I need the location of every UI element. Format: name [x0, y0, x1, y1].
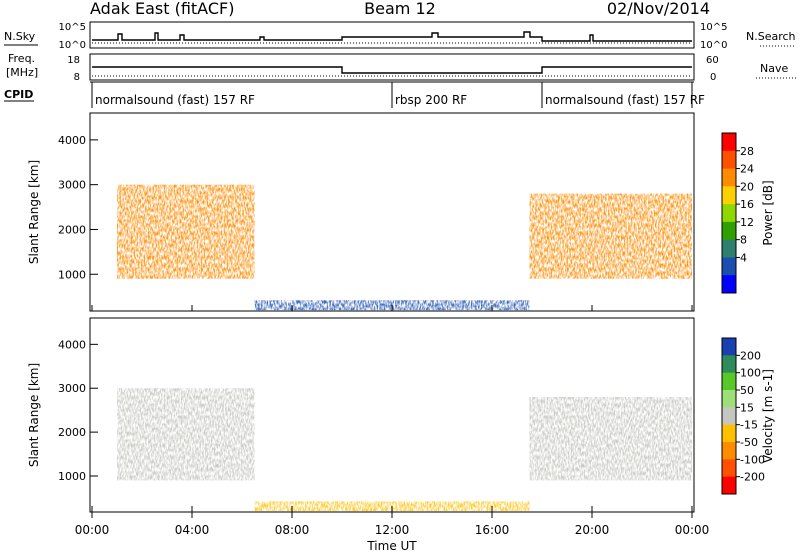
- colorbar-swatch: [722, 476, 736, 495]
- colorbar-swatch: [722, 442, 736, 460]
- nave-tick-top: 60: [706, 55, 719, 66]
- colorbar-swatch: [722, 275, 736, 294]
- echo-region: [117, 184, 255, 279]
- nsearch-label: N.Search: [746, 30, 796, 43]
- colorbar-tick-label: -200: [740, 471, 765, 484]
- colorbar-swatch: [722, 168, 736, 187]
- y-tick-label: 4000: [58, 338, 86, 351]
- x-tick-label: 08:00: [275, 523, 310, 537]
- colorbar-swatch: [722, 355, 736, 374]
- y-tick-label: 2000: [58, 223, 86, 236]
- nave-label: Nave: [760, 62, 788, 75]
- colorbar-swatch: [722, 390, 736, 408]
- y-axis-label: Slant Range [km]: [27, 363, 41, 467]
- station-title: Adak East (fitACF): [90, 0, 234, 18]
- cpid-segment-label: normalsound (fast) 157 RF: [95, 93, 255, 107]
- y-axis-label: Slant Range [km]: [27, 160, 41, 264]
- colorbar-swatch: [722, 150, 736, 170]
- velocity-colorbar: 200 100 50 15 -15 -50 -100 -200 Velocity [m s-1]: [721, 337, 775, 495]
- x-tick-label: 04:00: [175, 523, 210, 537]
- nsearch-tick-bottom: 10^0: [700, 40, 727, 51]
- cpid-label: CPID: [4, 88, 33, 101]
- y-tick-label: 3000: [58, 382, 86, 395]
- x-tick-label: 16:00: [475, 523, 510, 537]
- colorbar-tick-label: -100: [740, 453, 765, 466]
- cpid-segment-label: rbsp 200 RF: [395, 93, 467, 107]
- colorbar-swatch: [722, 407, 736, 426]
- freq-panel: Freq. [MHz] 18 8 60 0 Nave: [6, 52, 796, 83]
- beam-title: Beam 12: [364, 0, 436, 18]
- y-tick-label: 2000: [58, 426, 86, 439]
- x-tick-label: 20:00: [575, 523, 610, 537]
- colorbar-swatch: [722, 186, 736, 205]
- colorbar-swatch: [722, 372, 736, 391]
- colorbar-swatch: [722, 424, 736, 443]
- power-colorbar: 28 24 20 16 12 8 4 Power [dB]: [721, 132, 775, 294]
- freq-tick-bottom: 8: [74, 72, 80, 83]
- colorbar-tick-label: 28: [740, 145, 754, 158]
- colorbar-swatch: [722, 239, 736, 258]
- colorbar-tick-label: 20: [740, 180, 754, 193]
- y-tick-label: 3000: [58, 179, 86, 192]
- freq-trace: [92, 66, 692, 74]
- colorbar-tick-label: 12: [740, 216, 754, 229]
- colorbar-tick-label: 4: [740, 251, 747, 264]
- x-tick-label: 00:00: [675, 523, 710, 537]
- colorbar-tick-label: 200: [740, 349, 761, 362]
- y-tick-label: 1000: [58, 470, 86, 483]
- nave-tick-bottom: 0: [710, 72, 716, 83]
- colorbar-swatch: [722, 338, 736, 356]
- nsky-label: N.Sky: [4, 30, 36, 43]
- freq-label-1: Freq.: [8, 52, 35, 65]
- colorbar-swatch: [722, 204, 736, 223]
- nsky-tick-top: 10^5: [59, 22, 86, 33]
- power-panel: 1000 2000 3000 4000 Slant Range [km] 28 24 20 16…: [27, 112, 775, 312]
- colorbar-tick-label: 100: [740, 367, 761, 380]
- velocity-panel: 1000 2000 3000 4000 Slant Range [km] 200 100 50…: [27, 317, 775, 513]
- x-tick-label: 00:00: [75, 523, 110, 537]
- colorbar-swatch: [722, 459, 736, 478]
- nsky-tick-bottom: 10^0: [59, 40, 86, 51]
- colorbar-label: Velocity [m s-1]: [761, 369, 775, 463]
- nsky-panel: N.Sky 10^5 10^0 10^5 10^0 N.Search: [4, 21, 796, 51]
- date-title: 02/Nov/2014: [607, 0, 710, 18]
- echo-region: [529, 397, 692, 481]
- colorbar-swatch: [722, 257, 736, 276]
- nsearch-tick-top: 10^5: [700, 22, 727, 33]
- x-tick-label: 12:00: [375, 523, 410, 537]
- cpid-strip: CPID normalsound (fast) 157 RF rbsp 200 R…: [4, 81, 705, 108]
- echo-region: [117, 388, 255, 481]
- colorbar-tick-label: 24: [740, 163, 754, 176]
- colorbar-tick-label: 50: [740, 384, 754, 397]
- freq-label-2: [MHz]: [6, 66, 38, 79]
- echo-region: [529, 193, 692, 279]
- cpid-segment-label: normalsound (fast) 157 RF: [545, 93, 705, 107]
- nsky-trace: [92, 31, 692, 42]
- colorbar-tick-label: 8: [740, 234, 747, 247]
- y-tick-label: 1000: [58, 268, 86, 281]
- colorbar-swatch: [722, 221, 736, 241]
- x-axis-label: Time UT: [366, 539, 417, 553]
- colorbar-label: Power [dB]: [761, 180, 775, 245]
- y-tick-label: 4000: [58, 134, 86, 147]
- colorbar-tick-label: 15: [740, 401, 754, 414]
- colorbar-swatch: [722, 133, 736, 152]
- colorbar-tick-label: -50: [740, 436, 758, 449]
- colorbar-tick-label: 16: [740, 198, 754, 211]
- colorbar-tick-label: -15: [740, 419, 758, 432]
- freq-tick-top: 18: [67, 55, 80, 66]
